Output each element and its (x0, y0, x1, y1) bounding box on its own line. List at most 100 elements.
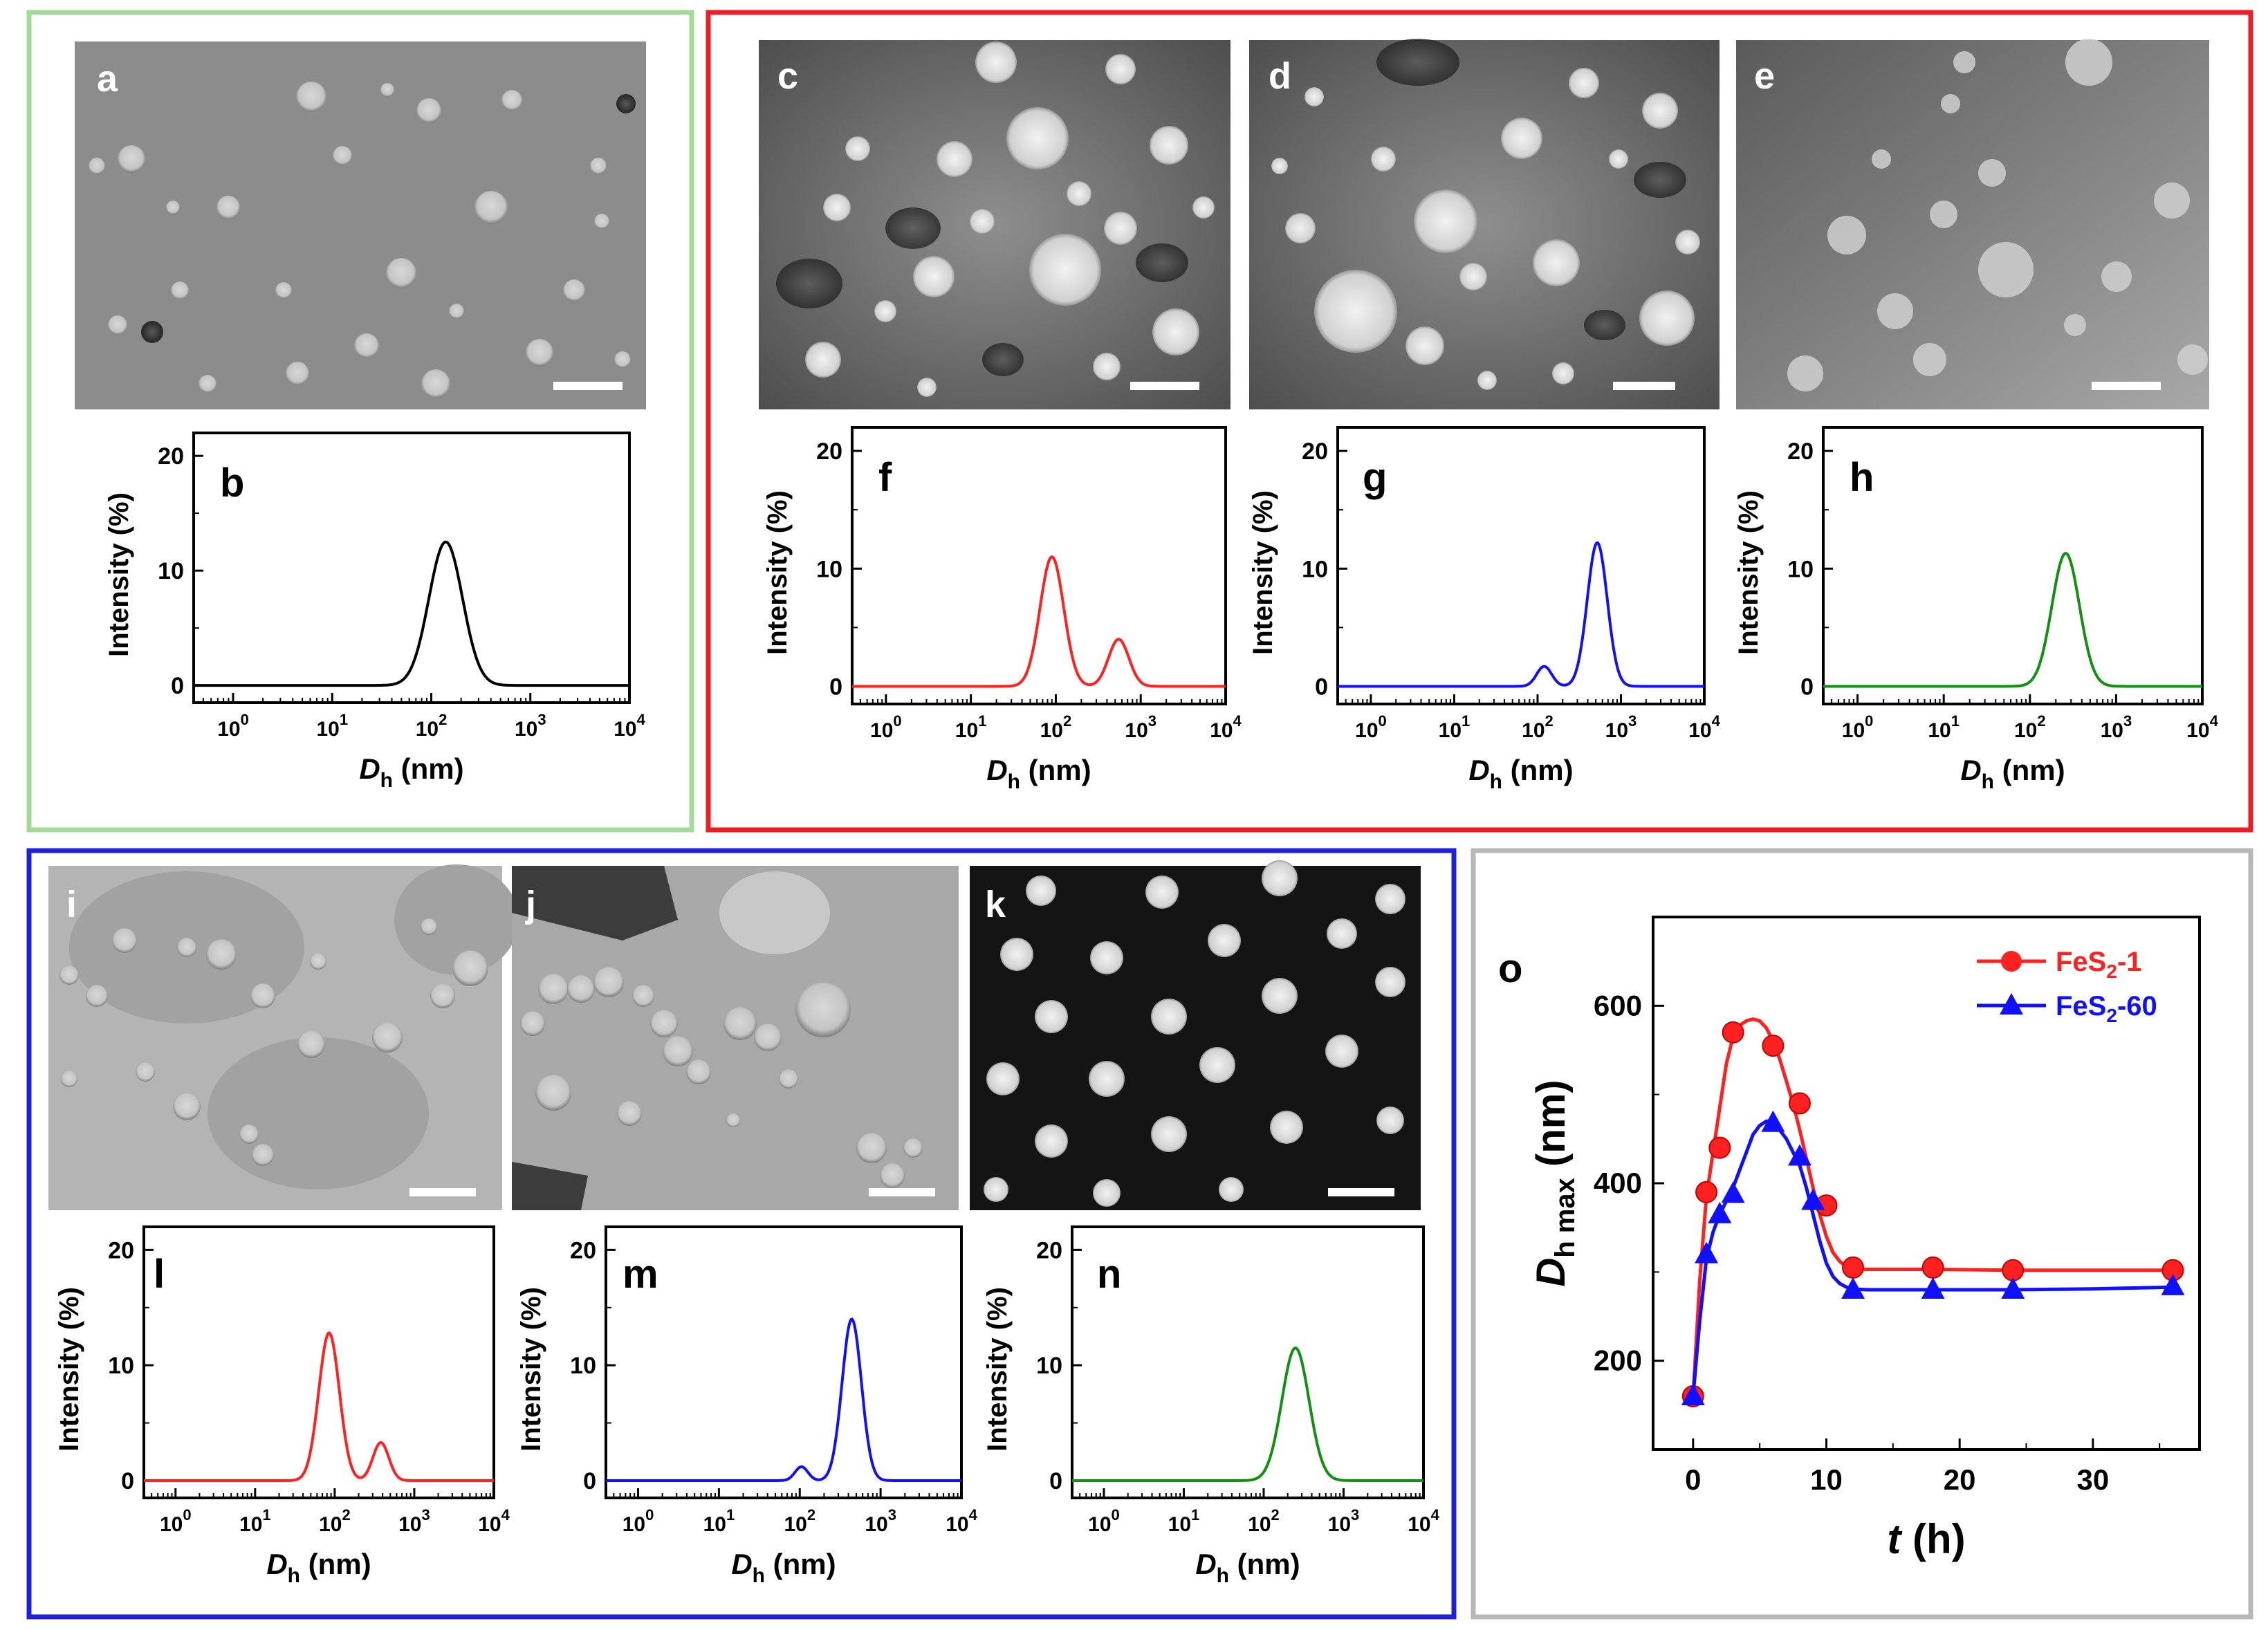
data-point (1801, 1188, 1825, 1210)
data-point (2001, 1277, 2025, 1299)
data-point (1695, 1180, 1718, 1203)
x-tick-label: 103 (1125, 712, 1156, 742)
x-tick-label: 102 (319, 1506, 351, 1536)
y-tick-label: 0 (1800, 674, 1814, 700)
data-point (1722, 1021, 1744, 1044)
x-axis-label: Dh (nm) (266, 1548, 371, 1587)
plot-frame (142, 1225, 495, 1499)
x-tick-label: 102 (416, 711, 448, 741)
y-tick-label: 10 (570, 1353, 596, 1379)
group-frame-green (26, 10, 694, 833)
distribution-curve (194, 540, 629, 687)
y-axis-label: Intensity (%) (762, 490, 793, 655)
y-tick-label: 0 (829, 674, 842, 700)
x-tick-label: 30 (2076, 1463, 2109, 1496)
plot-frame (1071, 1225, 1425, 1499)
y-axis-label: Intensity (%) (1248, 490, 1278, 655)
y-tick-label: 20 (158, 443, 184, 470)
panel-letter-m: m (623, 1252, 658, 1297)
y-tick-label: 20 (1787, 438, 1814, 465)
micrograph-e: e (1736, 39, 2209, 409)
y-axis-label: Intensity (%) (982, 1287, 1013, 1452)
x-tick-label: 101 (955, 712, 987, 742)
x-tick-label: 101 (1439, 712, 1470, 742)
x-tick-label: 104 (478, 1506, 510, 1536)
x-tick-label: 102 (784, 1506, 815, 1536)
y-tick-label: 600 (1594, 989, 1642, 1021)
x-tick-label: 102 (1248, 1506, 1280, 1536)
plot-frame (605, 1225, 963, 1499)
x-tick-label: 104 (1210, 712, 1242, 742)
data-point (1841, 1277, 1865, 1299)
x-tick-label: 104 (1408, 1506, 1439, 1536)
x-tick-label: 102 (1040, 712, 1072, 742)
data-point (1708, 1136, 1731, 1159)
distribution-curve (144, 1331, 494, 1482)
x-tick-label: 20 (1944, 1463, 1976, 1496)
data-point (1842, 1256, 1865, 1279)
data-point (1788, 1092, 1811, 1115)
dls-chart-m: m 100 101 102 103 104 0 10 20 Dh (nm) Intensity (%… (516, 1225, 978, 1587)
dls-chart-f: f 100 101 102 103 104 0 10 20 Dh (nm) Intensity (%… (762, 426, 1242, 793)
x-tick-label: 100 (1088, 1506, 1120, 1536)
panel-letter-c: c (777, 55, 798, 97)
plot-frame (192, 432, 631, 704)
dls-chart-g: g 100 101 102 103 104 0 10 20 Dh (nm) Intensity (%… (1248, 426, 1721, 793)
panel-letter-n: n (1097, 1252, 1121, 1297)
data-point (1921, 1256, 1944, 1279)
dls-chart-b: b 100 101 102 103 104 0 10 20 Dh (nm) Intensity (%… (104, 432, 646, 792)
dls-chart-l: l 100 101 102 103 104 0 10 20 Dh (nm) Intensity (%… (54, 1225, 510, 1587)
panel-letter-o: o (1498, 946, 1522, 991)
x-tick-label: 103 (1605, 712, 1637, 742)
distribution-curve (606, 1317, 961, 1482)
panel-letter-h: h (1850, 455, 1874, 500)
dls-chart-h: h 100 101 102 103 104 0 10 20 Dh (nm) Intensity (%… (1733, 426, 2219, 793)
x-axis-label: Dh (nm) (1960, 754, 2065, 793)
data-point (1921, 1277, 1945, 1299)
y-tick-label: 200 (1594, 1344, 1642, 1377)
y-tick-label: 10 (1302, 556, 1328, 582)
series-line (1691, 1017, 2173, 1397)
x-tick-label: 103 (2101, 712, 2132, 742)
y-tick-label: 10 (108, 1353, 134, 1379)
y-axis-label: Dh max (nm) (1529, 1080, 1580, 1286)
x-axis-label: t (h) (1887, 1516, 1965, 1562)
x-tick-label: 104 (614, 711, 645, 741)
x-tick-label: 100 (1355, 712, 1387, 742)
panel-letter-g: g (1363, 455, 1387, 500)
x-tick-label: 100 (623, 1506, 654, 1536)
x-tick-label: 101 (1928, 712, 1960, 742)
panel-letter-l: l (154, 1252, 165, 1297)
y-tick-label: 10 (816, 556, 842, 582)
micrograph-j: j (512, 866, 959, 1210)
data-point (2161, 1273, 2185, 1295)
x-tick-label: 104 (946, 1506, 977, 1536)
x-tick-label: 104 (1688, 712, 1720, 742)
y-tick-label: 0 (1315, 674, 1328, 700)
x-axis-label: Dh (nm) (1195, 1548, 1300, 1587)
data-point (1695, 1241, 1719, 1263)
x-tick-label: 104 (2186, 712, 2218, 742)
data-point (1787, 1144, 1811, 1166)
y-axis-label: Intensity (%) (54, 1287, 84, 1452)
data-point (1761, 1110, 1785, 1132)
data-point (1721, 1181, 1745, 1203)
y-axis-label: Intensity (%) (1733, 490, 1764, 655)
y-tick-label: 20 (1036, 1237, 1062, 1263)
y-tick-label: 10 (1787, 556, 1814, 582)
series-blue: FeS2-60 (1681, 991, 2185, 1405)
x-tick-label: 10 (1810, 1463, 1843, 1496)
dls-chart-n: n 100 101 102 103 104 0 10 20 Dh (nm) Intensity (%… (982, 1225, 1440, 1587)
plot-frame (851, 426, 1227, 705)
x-tick-label: 100 (1842, 712, 1874, 742)
micrograph-a: a (75, 41, 646, 409)
x-tick-label: 102 (2014, 712, 2046, 742)
group-frame-red (706, 10, 2253, 833)
x-axis-label: Dh (nm) (1468, 754, 1573, 793)
y-tick-label: 0 (1049, 1468, 1062, 1494)
time-chart-o: o 0 10 20 30 200 400 600 t (h) Dh max (nm) FeS2-1 F… (1498, 916, 2201, 1562)
y-tick-label: 0 (583, 1468, 596, 1494)
y-tick-label: 400 (1594, 1167, 1642, 1199)
